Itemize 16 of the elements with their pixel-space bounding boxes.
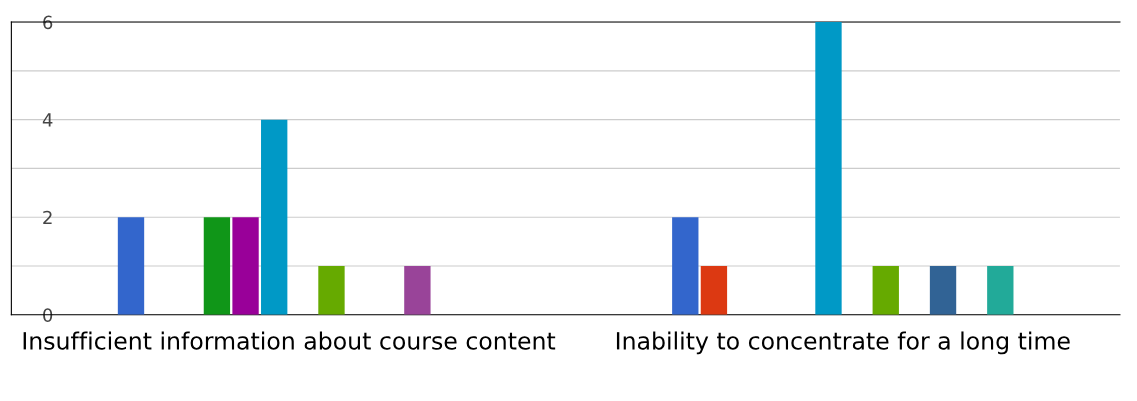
y-tick-label: 4 — [42, 113, 53, 127]
bar — [261, 119, 288, 315]
bar — [117, 217, 145, 315]
bar — [203, 217, 231, 315]
bar — [872, 266, 899, 315]
bar — [700, 266, 728, 315]
bar — [987, 266, 1014, 315]
bar — [815, 22, 842, 315]
x-tick-label: Insufficient information about course content — [23, 331, 556, 350]
bar — [672, 217, 699, 315]
bar — [318, 266, 345, 315]
bar — [232, 217, 259, 315]
bar — [404, 266, 431, 315]
bar — [929, 266, 957, 315]
x-tick-label: Inability to concentrate for a long time — [616, 331, 1070, 355]
y-tick-label: 2 — [43, 210, 52, 225]
